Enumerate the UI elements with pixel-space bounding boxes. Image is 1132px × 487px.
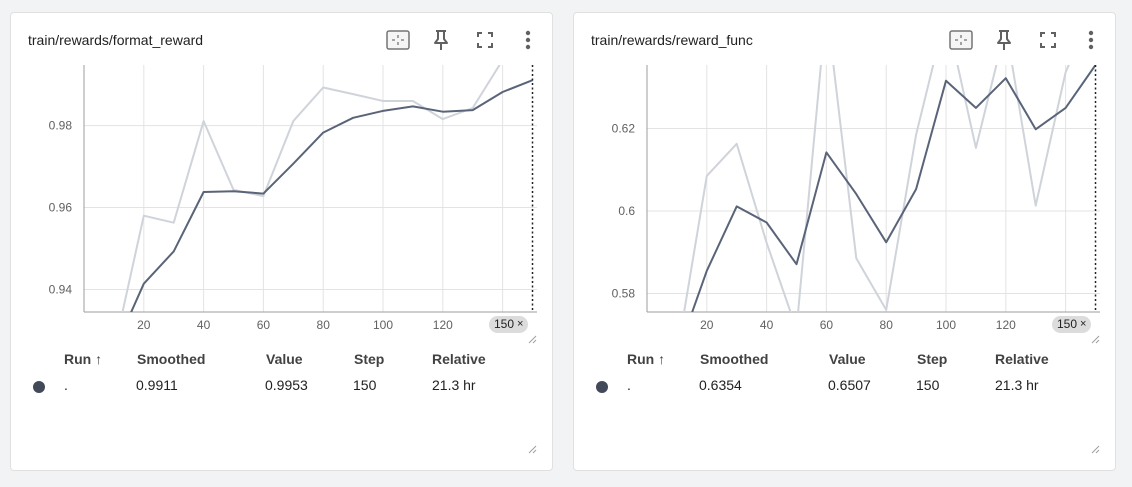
table-row: . 0.6354 0.6507 150 21.3 hr xyxy=(574,377,1117,397)
cell-value: 0.6507 xyxy=(828,377,871,393)
step-badge-label: 150 xyxy=(1057,317,1078,331)
col-step[interactable]: Step xyxy=(354,351,385,367)
x-tick-label: 80 xyxy=(880,318,894,332)
x-tick-label: 80 xyxy=(317,318,331,332)
step-cursor-badge[interactable]: 150 × xyxy=(1052,316,1092,333)
close-icon[interactable]: × xyxy=(517,318,524,330)
more-vert-icon[interactable] xyxy=(514,27,542,53)
resize-handle-icon[interactable] xyxy=(1090,334,1100,344)
fit-domain-icon[interactable] xyxy=(947,27,975,53)
y-tick-label: 0.58 xyxy=(612,286,636,300)
resize-handle-icon[interactable] xyxy=(1090,444,1100,454)
raw-series-line xyxy=(683,65,1070,312)
run-color-dot[interactable] xyxy=(596,381,608,393)
cell-run: . xyxy=(627,377,631,393)
scalar-card-reward-func: train/rewards/reward_func 0.58 0.6 0.62 20 4… xyxy=(573,12,1116,471)
col-relative[interactable]: Relative xyxy=(995,351,1049,367)
table-header: Run ↑ Smoothed Value Step Relative xyxy=(574,351,1117,371)
raw-series-line xyxy=(121,65,501,312)
card-title: train/rewards/reward_func xyxy=(591,32,753,48)
x-tick-label: 100 xyxy=(373,318,393,332)
y-tick-label: 0.98 xyxy=(49,119,73,133)
cell-run: . xyxy=(64,377,68,393)
cell-smoothed: 0.9911 xyxy=(136,377,178,393)
x-tick-label: 60 xyxy=(820,318,834,332)
cell-relative: 21.3 hr xyxy=(432,377,476,393)
run-color-dot[interactable] xyxy=(33,381,45,393)
card-toolbar xyxy=(947,27,1107,53)
card-toolbar xyxy=(384,27,544,53)
cell-step: 150 xyxy=(916,377,940,393)
x-tick-label: 100 xyxy=(936,318,956,332)
col-value[interactable]: Value xyxy=(829,351,866,367)
y-tick-label: 0.62 xyxy=(612,122,636,136)
cell-value: 0.9953 xyxy=(265,377,308,393)
line-chart[interactable]: 0.940.960.9820406080100120140 150 × xyxy=(11,61,554,351)
fullscreen-icon[interactable] xyxy=(471,27,499,53)
x-tick-label: 40 xyxy=(760,318,774,332)
col-smoothed[interactable]: Smoothed xyxy=(700,351,769,367)
step-cursor-badge[interactable]: 150 × xyxy=(489,316,529,333)
scalar-card-format-reward: train/rewards/format_reward 0.94 0.96 0.98… xyxy=(10,12,553,471)
x-tick-label: 60 xyxy=(257,318,271,332)
col-run[interactable]: Run ↑ xyxy=(64,351,103,367)
y-tick-label: 0.94 xyxy=(49,282,73,296)
line-chart[interactable]: 0.580.60.6220406080100120140 150 × xyxy=(574,61,1117,351)
series-group xyxy=(683,65,1097,312)
table-header: Run ↑ Smoothed Value Step Relative xyxy=(11,351,554,371)
resize-handle-icon[interactable] xyxy=(527,444,537,454)
resize-handle-icon[interactable] xyxy=(527,334,537,344)
x-tick-label: 120 xyxy=(433,318,453,332)
x-tick-label: 120 xyxy=(996,318,1016,332)
fullscreen-icon[interactable] xyxy=(1034,27,1062,53)
col-run[interactable]: Run ↑ xyxy=(627,351,666,367)
smoothed-series-line xyxy=(691,65,1097,312)
card-title: train/rewards/format_reward xyxy=(28,32,204,48)
cell-relative: 21.3 hr xyxy=(995,377,1039,393)
col-relative[interactable]: Relative xyxy=(432,351,486,367)
series-group xyxy=(121,65,533,312)
y-tick-label: 0.6 xyxy=(618,204,635,218)
x-tick-label: 40 xyxy=(197,318,211,332)
smoothed-series-line xyxy=(130,79,533,312)
y-tick-label: 0.96 xyxy=(49,201,73,215)
col-value[interactable]: Value xyxy=(266,351,303,367)
pin-icon[interactable] xyxy=(427,27,455,53)
col-smoothed[interactable]: Smoothed xyxy=(137,351,206,367)
cell-step: 150 xyxy=(353,377,377,393)
cell-smoothed: 0.6354 xyxy=(699,377,742,393)
chart-plot[interactable]: 0.940.960.9820406080100120140 xyxy=(11,61,554,351)
pin-icon[interactable] xyxy=(990,27,1018,53)
step-badge-label: 150 xyxy=(494,317,515,331)
more-vert-icon[interactable] xyxy=(1077,27,1105,53)
chart-plot[interactable]: 0.580.60.6220406080100120140 xyxy=(574,61,1117,351)
table-row: . 0.9911 0.9953 150 21.3 hr xyxy=(11,377,554,397)
x-tick-label: 20 xyxy=(137,318,151,332)
fit-domain-icon[interactable] xyxy=(384,27,412,53)
close-icon[interactable]: × xyxy=(1080,318,1087,330)
col-step[interactable]: Step xyxy=(917,351,948,367)
x-tick-label: 20 xyxy=(700,318,714,332)
